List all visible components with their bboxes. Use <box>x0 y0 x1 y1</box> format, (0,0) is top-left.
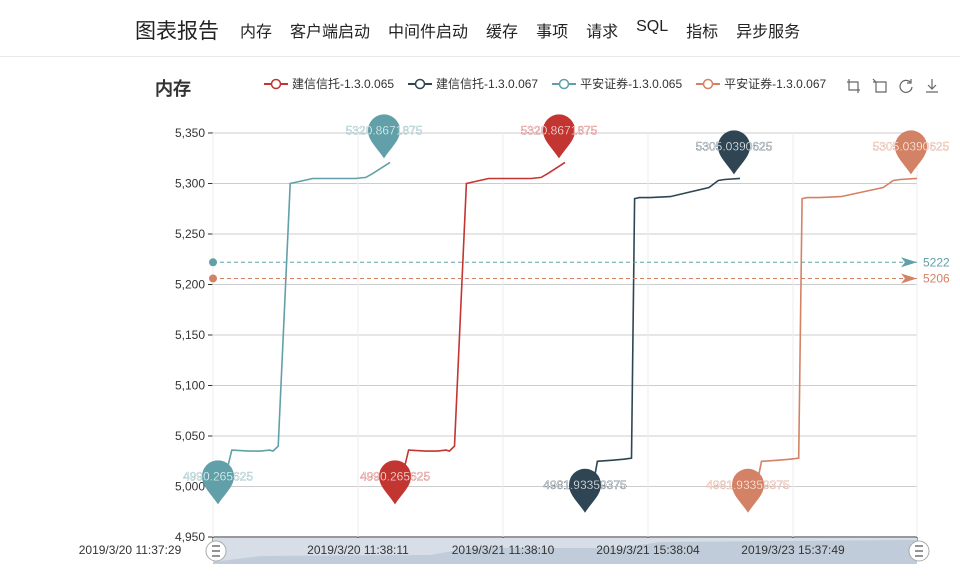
legend-label: 平安证券-1.3.0.067 <box>724 77 827 91</box>
nav-menu: 内存 客户端启动 中间件启动 缓存 事项 请求 SQL 指标 异步服务 <box>240 18 818 42</box>
nav-item-events[interactable]: 事项 <box>536 24 569 41</box>
min-marker-label: 4990.265625 <box>183 469 253 483</box>
max-marker-label: 5320.8671875 <box>521 123 598 137</box>
chart-legend: 建信信托-1.3.0.065 建信信托-1.3.0.067 平安证券-1.3.0… <box>264 75 840 92</box>
legend-label: 建信信托-1.3.0.065 <box>292 77 395 91</box>
min-marker-pin[interactable] <box>379 460 411 505</box>
min-marker-label: 4990.265625 <box>360 469 430 483</box>
zoom-icon[interactable] <box>846 78 862 94</box>
min-marker-label: 4981.93359375 <box>706 478 790 492</box>
series-line-1 <box>394 161 566 497</box>
restore-icon[interactable] <box>898 78 914 94</box>
max-marker-pin[interactable] <box>368 114 400 159</box>
y-tick-label: 5,100 <box>175 379 205 393</box>
legend-item-series-1[interactable]: 建信信托-1.3.0.065 <box>264 75 394 92</box>
legend-marker-icon <box>552 78 577 89</box>
x-tick-label: 2019/3/20 11:38:11 <box>307 543 409 557</box>
nav-item-client-startup[interactable]: 客户端启动 <box>290 24 371 41</box>
y-tick-label: 5,000 <box>175 480 205 494</box>
legend-marker-icon <box>408 78 433 89</box>
y-tick-label: 5,200 <box>175 278 205 292</box>
legend-marker-icon <box>696 78 721 89</box>
brand-title: 图表报告 <box>135 20 219 43</box>
nav-item-requests[interactable]: 请求 <box>586 24 619 41</box>
y-tick-label: 5,250 <box>175 227 205 241</box>
download-icon[interactable] <box>924 78 940 94</box>
nav-item-middleware-startup[interactable]: 中间件启动 <box>388 24 469 41</box>
handle-grip-icon <box>915 545 923 557</box>
max-marker-label: 5320.8671875 <box>346 123 423 137</box>
zoom-reset-icon[interactable] <box>872 78 888 94</box>
legend-item-series-3[interactable]: 平安证券-1.3.0.065 <box>552 75 682 92</box>
chart-title: 内存 <box>155 79 191 99</box>
datazoom-preview <box>213 540 917 564</box>
series-line-2 <box>584 177 741 506</box>
nav-item-sql[interactable]: SQL <box>636 18 669 35</box>
legend-item-series-4[interactable]: 平安证券-1.3.0.067 <box>696 75 826 92</box>
min-marker-label: 4981.93359375 <box>543 478 627 492</box>
legend-label: 平安证券-1.3.0.065 <box>580 77 683 91</box>
nav-item-async-service[interactable]: 异步服务 <box>736 24 801 41</box>
chart-toolbox <box>846 78 950 94</box>
max-marker-pin[interactable] <box>895 130 927 175</box>
x-tick-label: 2019/3/21 11:38:10 <box>452 543 555 557</box>
series-line-3 <box>217 161 391 497</box>
markline-arrow-icon <box>901 257 917 268</box>
markline-start-dot <box>209 274 217 283</box>
top-navigation-bar: 图表报告 内存 客户端启动 中间件启动 缓存 事项 请求 SQL 指标 异步服务 <box>0 0 960 57</box>
markline-arrow-icon <box>901 273 917 284</box>
max-marker-pin[interactable] <box>543 114 575 159</box>
legend-item-series-2[interactable]: 建信信托-1.3.0.067 <box>408 75 538 92</box>
min-marker-pin[interactable] <box>202 460 234 505</box>
min-marker-pin[interactable] <box>569 468 601 513</box>
min-marker-pin[interactable] <box>732 468 764 513</box>
max-marker-label: 5305.0390625 <box>696 139 773 153</box>
nav-item-memory[interactable]: 内存 <box>240 24 273 41</box>
markline-start-dot <box>209 258 217 267</box>
legend-marker-icon <box>264 78 288 89</box>
markline-label: 5222 <box>923 255 950 269</box>
y-tick-label: 5,150 <box>175 328 205 342</box>
y-tick-label: 4,950 <box>175 530 205 544</box>
x-tick-label: 2019/3/23 15:37:49 <box>741 543 845 557</box>
y-tick-label: 5,350 <box>175 126 205 140</box>
nav-item-metrics[interactable]: 指标 <box>686 24 719 41</box>
x-tick-label: 2019/3/20 11:37:29 <box>79 543 182 557</box>
series-line-4 <box>747 177 918 506</box>
markline-label: 5206 <box>923 271 950 285</box>
x-tick-label: 2019/3/21 15:38:04 <box>596 543 700 557</box>
max-marker-label: 5305.0390625 <box>873 139 950 153</box>
nav-item-cache[interactable]: 缓存 <box>486 24 519 41</box>
y-tick-label: 5,300 <box>175 177 205 191</box>
y-tick-label: 5,050 <box>175 429 205 443</box>
handle-grip-icon <box>212 545 220 557</box>
legend-label: 建信信托-1.3.0.067 <box>436 77 539 91</box>
max-marker-pin[interactable] <box>718 130 750 175</box>
